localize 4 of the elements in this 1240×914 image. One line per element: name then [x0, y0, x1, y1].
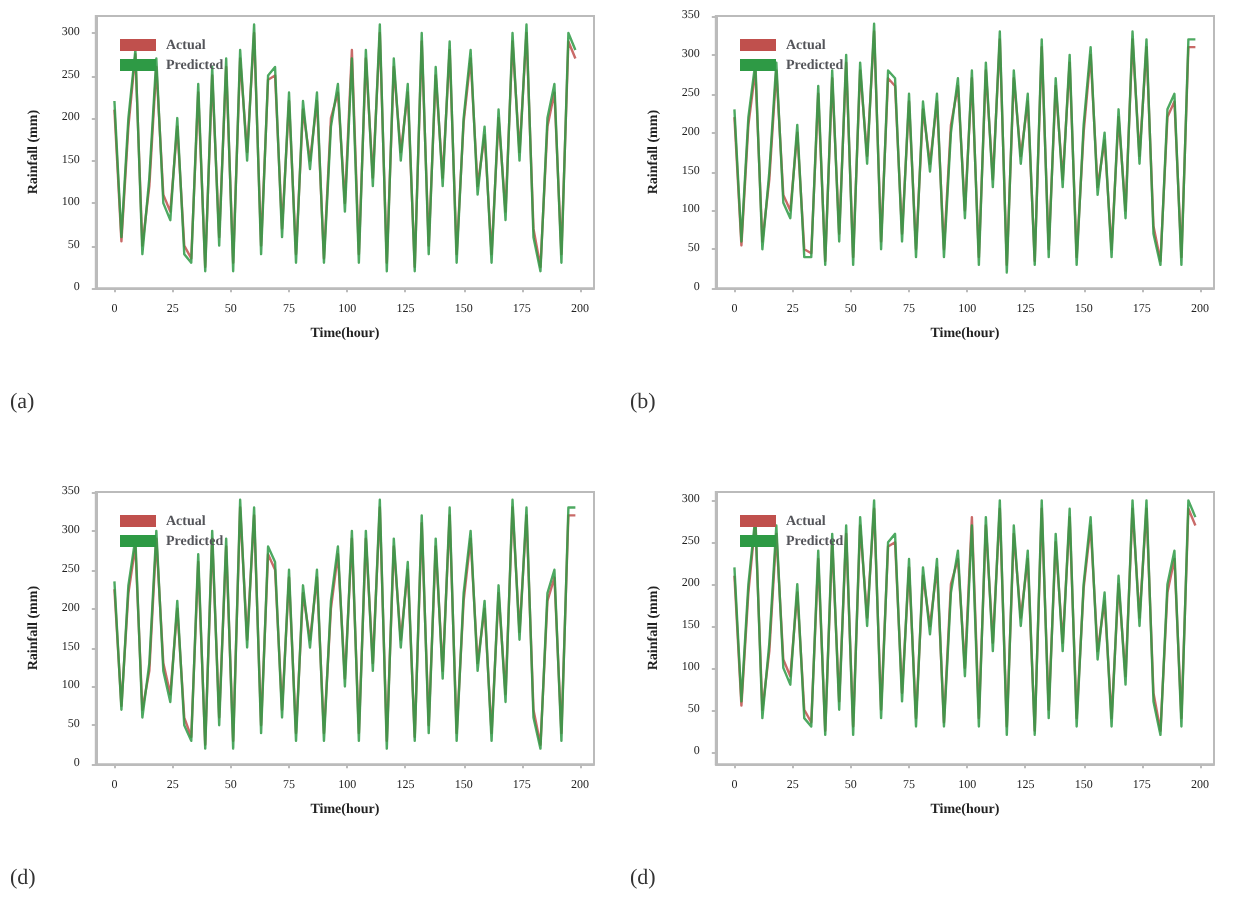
text: (d) — [10, 866, 36, 890]
text: (d) — [630, 866, 656, 890]
text: (a) — [10, 390, 35, 414]
text: (b) — [630, 390, 656, 414]
